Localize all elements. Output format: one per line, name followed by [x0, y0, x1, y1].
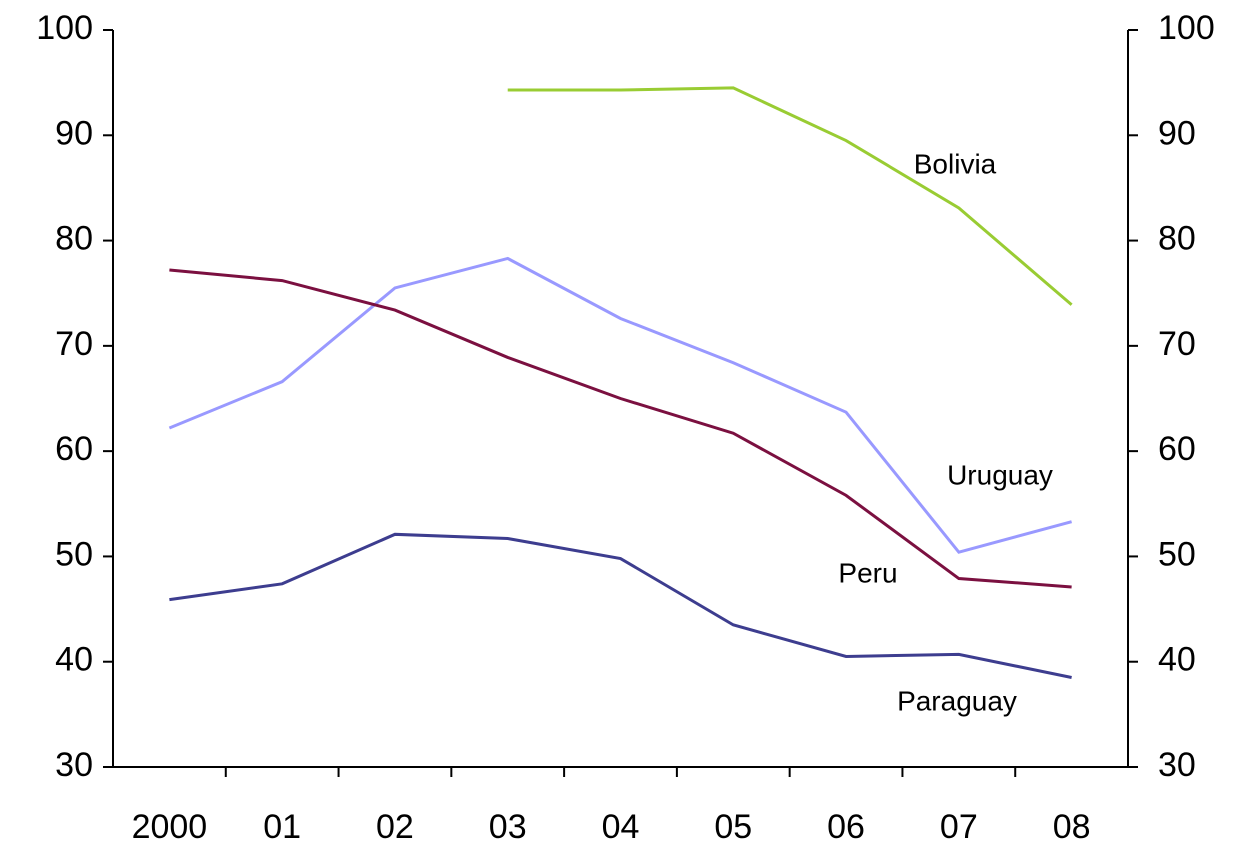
series-label: Peru: [838, 557, 897, 588]
x-tick-label: 08: [1053, 808, 1091, 842]
series-label: Paraguay: [897, 685, 1017, 716]
x-tick-label: 05: [714, 808, 752, 842]
series-label: Bolivia: [914, 148, 997, 179]
y2-tick-label: 70: [1158, 325, 1196, 363]
y-tick-label: 100: [36, 9, 93, 47]
y-tick-label: 50: [55, 535, 93, 573]
series-line: [507, 86, 1073, 306]
y2-tick-label: 100: [1158, 9, 1215, 47]
y2-tick-label: 80: [1158, 220, 1196, 258]
x-tick-label: 02: [376, 808, 414, 842]
y-tick-label: 40: [55, 641, 93, 679]
y-tick-label: 70: [55, 325, 93, 363]
y2-tick-label: 30: [1158, 746, 1196, 784]
series-line: [169, 268, 1072, 589]
x-tick-label: 2000: [132, 808, 208, 842]
series-line: [169, 532, 1072, 679]
y-tick-label: 80: [55, 220, 93, 258]
y2-tick-label: 60: [1158, 430, 1196, 468]
y-tick-label: 30: [55, 746, 93, 784]
x-tick-label: 07: [940, 808, 978, 842]
x-tick-label: 01: [263, 808, 301, 842]
y2-tick-label: 50: [1158, 535, 1196, 573]
y-tick-label: 60: [55, 430, 93, 468]
y2-tick-label: 40: [1158, 641, 1196, 679]
y2-tick-label: 90: [1158, 114, 1196, 152]
series-label: Uruguay: [947, 459, 1053, 490]
x-tick-label: 06: [827, 808, 865, 842]
series-line: [168, 256, 1073, 554]
x-tick-label: 04: [602, 808, 640, 842]
y-tick-label: 90: [55, 114, 93, 152]
x-tick-label: 03: [489, 808, 527, 842]
